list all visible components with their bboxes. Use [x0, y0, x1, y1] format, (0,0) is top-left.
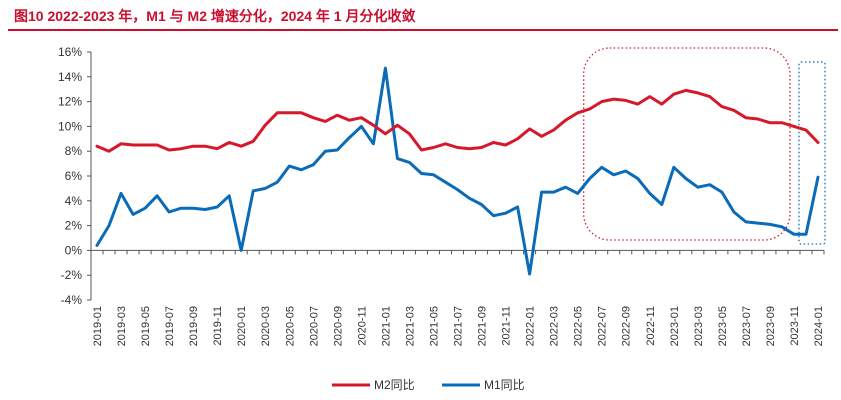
x-tick-label: 2022-03 [549, 306, 561, 346]
x-tick-label: 2021-03 [404, 306, 416, 346]
x-tick-label: 2024-01 [813, 306, 825, 346]
x-tick-label: 2022-11 [645, 306, 657, 346]
highlight-box-divergence [583, 47, 791, 241]
x-tick-label: 2020-07 [308, 306, 320, 346]
page-title: 图10 2022-2023 年，M1 与 M2 增速分化，2024 年 1 月分… [14, 8, 416, 24]
x-tick-label: 2020-11 [356, 306, 368, 346]
y-tick-label: 0% [65, 243, 83, 257]
x-tick-label: 2020-09 [332, 306, 344, 346]
x-tick-label: 2020-03 [260, 306, 272, 346]
x-tick-label: 2022-09 [621, 306, 633, 346]
highlight-box-convergence [798, 61, 826, 245]
y-tick-label: -4% [61, 293, 83, 307]
series-line-m1 [95, 66, 820, 276]
x-tick-label: 2021-11 [501, 306, 513, 346]
legend-label-m1: M1同比 [484, 378, 525, 392]
x-tick-label: 2019-09 [188, 306, 200, 346]
x-tick-label: 2023-07 [741, 306, 753, 346]
y-tick-label: 16% [58, 45, 82, 59]
x-tick-label: 2022-05 [573, 306, 585, 346]
legend: M2同比 M1同比 [332, 378, 525, 392]
y-tick-label: -2% [61, 268, 83, 282]
highlight-boxes [583, 47, 826, 245]
y-tick-label: 2% [65, 219, 83, 233]
x-tick-label: 2019-07 [164, 306, 176, 346]
x-tick-label: 2023-01 [669, 306, 681, 346]
y-tick-label: 10% [58, 119, 82, 133]
y-tick-label: 4% [65, 194, 83, 208]
x-tick-label: 2021-01 [380, 306, 392, 346]
x-tick-label: 2019-11 [212, 306, 224, 346]
x-tick-label: 2023-09 [765, 306, 777, 346]
y-axis: -4% -2% 0% 2% 4% 6% 8% 10% 12% 14% 16% [58, 45, 92, 307]
x-tick-label: 2021-07 [453, 306, 465, 346]
series-layer [95, 66, 820, 276]
y-tick-label: 8% [65, 144, 83, 158]
title-rule [8, 29, 838, 31]
x-tick-label: 2019-03 [116, 306, 128, 346]
x-tick-label: 2023-03 [693, 306, 705, 346]
series-line-m2 [95, 88, 820, 153]
x-tick-label: 2020-05 [284, 306, 296, 346]
x-tick-label: 2021-05 [428, 306, 440, 346]
x-tick-label: 2019-05 [140, 306, 152, 346]
x-axis: 2019-01 2019-03 2019-05 2019-07 2019-09 2019-… [90, 249, 825, 346]
x-tick-label: 2020-01 [236, 306, 248, 346]
y-tick-label: 6% [65, 169, 83, 183]
legend-label-m2: M2同比 [374, 378, 415, 392]
x-tick-label: 2023-05 [717, 306, 729, 346]
x-tick-label: 2022-07 [597, 306, 609, 346]
x-tick-label: 2023-11 [789, 306, 801, 346]
y-tick-label: 14% [58, 70, 82, 84]
x-tick-label: 2022-01 [525, 306, 537, 346]
x-tick-label: 2021-09 [477, 306, 489, 346]
y-tick-label: 12% [58, 95, 82, 109]
x-tick-label: 2019-01 [92, 306, 104, 346]
